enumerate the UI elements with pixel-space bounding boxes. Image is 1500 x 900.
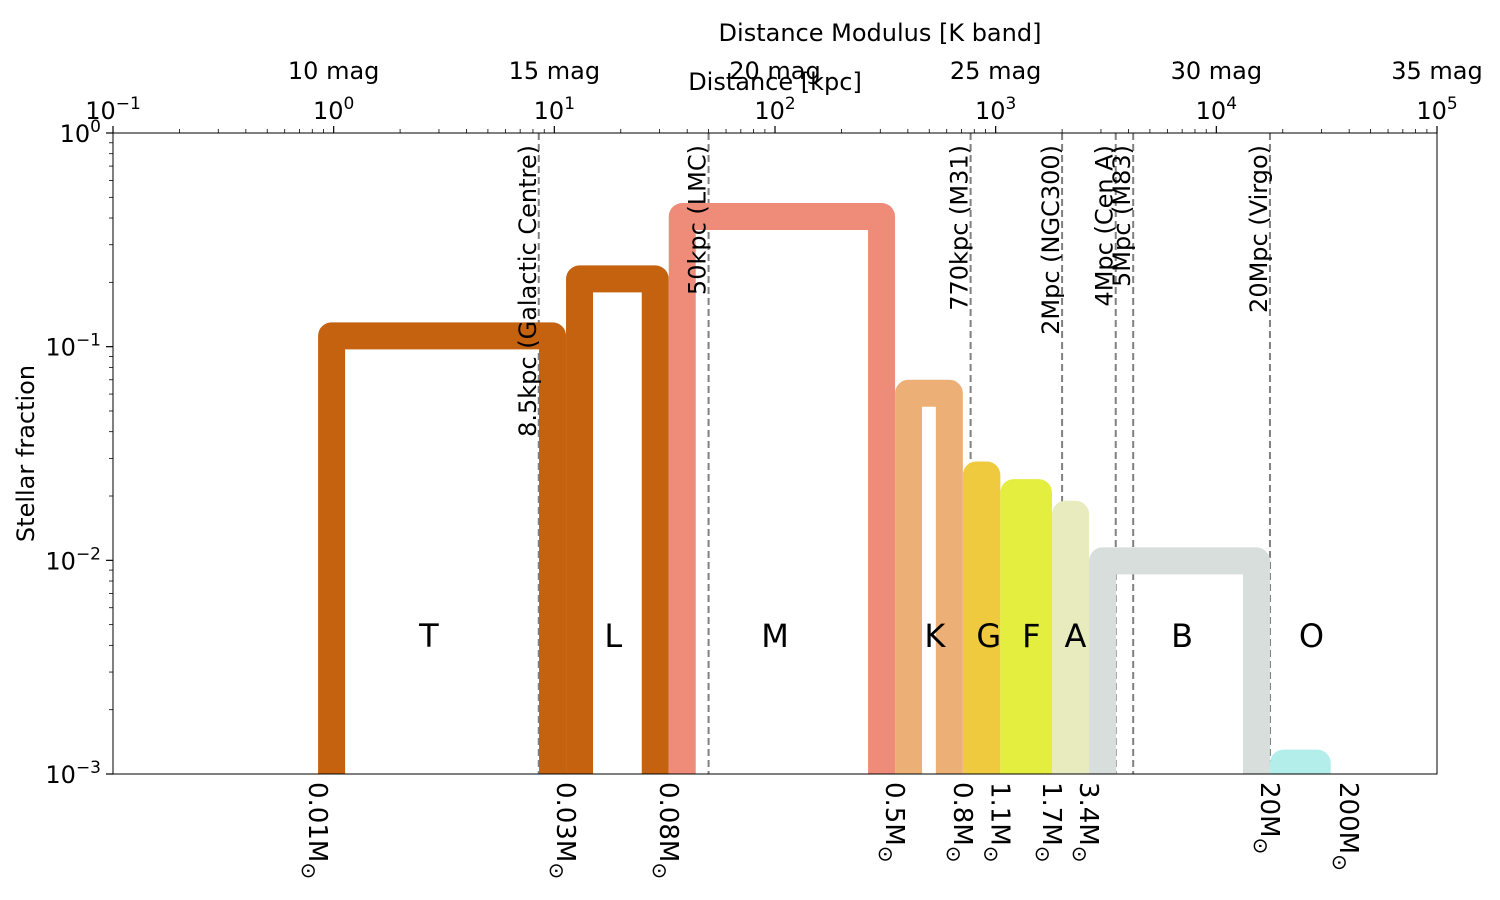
mass-label-1: 0.03M⊙: [545, 782, 580, 879]
x-tick-label-0: 10−1: [85, 94, 141, 125]
y-tick-label-3: 10−3: [45, 758, 101, 789]
class-step-B: [1089, 547, 1270, 774]
x-tick-label-3: 102: [754, 94, 795, 125]
mass-label-8: 20M⊙: [1249, 782, 1284, 854]
reference-label-1: 50kpc (LMC): [684, 145, 712, 295]
class-label-B: B: [1171, 617, 1193, 655]
class-label-F: F: [1022, 617, 1040, 655]
x-axis-distance-label: Distance [kpc]: [688, 68, 862, 96]
mass-label-9: 200M⊙: [1328, 782, 1363, 871]
chart-labels: 8.5kpc (Galactic Centre) 50kpc (LMC) 770kp…: [297, 145, 1363, 879]
reference-label-0: 8.5kpc (Galactic Centre): [514, 145, 542, 437]
class-label-G: G: [976, 617, 1001, 655]
reference-label-2: 770kpc (M31): [946, 145, 974, 311]
x-tick-label-1: 100: [313, 94, 354, 125]
x-tick-label-4: 103: [975, 94, 1016, 125]
class-step-L: [566, 265, 669, 774]
modulus-tick-label-4: 30 mag: [1171, 57, 1263, 85]
reference-label-4: 4Mpc (Cen A): [1091, 145, 1119, 307]
class-step-F: [1000, 479, 1052, 774]
class-step-M: [668, 203, 896, 774]
class-label-M: M: [761, 617, 789, 655]
x-tick-label-6: 105: [1416, 94, 1457, 125]
mass-label-6: 1.7M⊙: [1031, 782, 1066, 863]
class-label-K: K: [924, 617, 946, 655]
mass-label-7: 3.4M⊙: [1068, 782, 1103, 863]
class-label-T: T: [418, 617, 439, 655]
class-label-L: L: [604, 617, 622, 655]
x-tick-label-5: 104: [1196, 94, 1237, 125]
x-tick-label-2: 101: [534, 94, 575, 125]
class-label-O: O: [1299, 617, 1324, 655]
class-label-A: A: [1065, 617, 1087, 655]
spectral-class-steps: [318, 203, 1331, 774]
modulus-tick-label-5: 35 mag: [1391, 57, 1483, 85]
modulus-tick-label-1: 15 mag: [509, 57, 601, 85]
mass-label-0: 0.01M⊙: [297, 782, 332, 879]
class-step-T: [318, 322, 567, 774]
class-step-K: [895, 379, 963, 774]
modulus-tick-label-0: 10 mag: [288, 57, 380, 85]
mass-label-5: 1.1M⊙: [979, 782, 1014, 863]
modulus-tick-label-2: 20 mag: [729, 57, 821, 85]
mass-label-2: 0.08M⊙: [648, 782, 683, 879]
y-tick-label-2: 10−2: [45, 544, 101, 575]
reference-label-3: 2Mpc (NGC300): [1037, 145, 1065, 335]
mass-label-3: 0.5M⊙: [874, 782, 909, 863]
reference-label-6: 20Mpc (Virgo): [1245, 145, 1273, 313]
y-tick-label-0: 100: [60, 117, 101, 148]
x-axis-modulus-label: Distance Modulus [K band]: [719, 19, 1042, 47]
class-step-O: [1269, 749, 1331, 774]
y-tick-label-1: 10−1: [45, 331, 101, 362]
class-step-G: [962, 461, 1001, 774]
class-step-A: [1052, 500, 1090, 774]
modulus-tick-label-3: 25 mag: [950, 57, 1042, 85]
reference-label-5: 5Mpc (M83): [1108, 145, 1136, 287]
y-axis-label: Stellar fraction: [12, 365, 40, 542]
mass-label-4: 0.8M⊙: [942, 782, 977, 863]
